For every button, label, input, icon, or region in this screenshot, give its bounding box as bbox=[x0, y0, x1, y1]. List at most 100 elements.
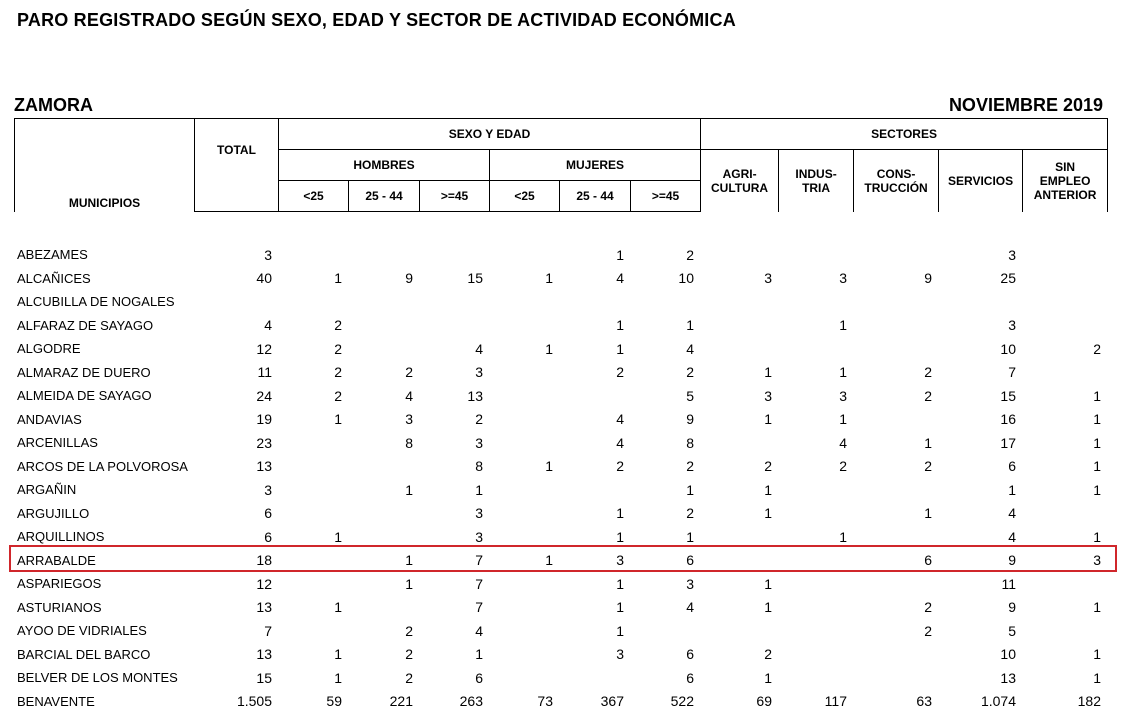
table-cell: 1 bbox=[475, 646, 483, 663]
table-cell bbox=[1022, 314, 1107, 338]
table-cell: 1 bbox=[1093, 481, 1101, 498]
table-cell: 59 bbox=[326, 693, 342, 710]
table-cell: 9 bbox=[1008, 552, 1016, 569]
table-cell: 4 bbox=[1008, 528, 1016, 545]
table-cell: 6 bbox=[264, 528, 272, 545]
table-cell: 2 bbox=[839, 458, 847, 475]
table-row: ALFARAZ DE SAYAGO 4 2 1 1 1 3 bbox=[14, 314, 1107, 338]
table-cell: 19 bbox=[256, 411, 272, 428]
table-cell: 4 bbox=[1008, 505, 1016, 522]
table-row: ASPARIEGOS 12 1 7 1 3 1 11 bbox=[14, 572, 1107, 596]
table-cell: 4 bbox=[839, 434, 847, 451]
table-cell: 4 bbox=[686, 599, 694, 616]
header-h-lt25: <25 bbox=[278, 180, 349, 212]
table-row: ALGODRE 12 2 4 1 1 4 10 2 bbox=[14, 337, 1107, 361]
table-cell: 4 bbox=[616, 411, 624, 428]
table-cell: 40 bbox=[256, 270, 272, 287]
table-cell: 63 bbox=[916, 693, 932, 710]
header-m-ge45: >=45 bbox=[629, 180, 702, 212]
table-cell: 1 bbox=[839, 411, 847, 428]
table-cell: 2 bbox=[334, 364, 342, 381]
table-cell: 1 bbox=[545, 340, 553, 357]
table-cell bbox=[489, 361, 559, 385]
municipio-name: ARQUILLINOS bbox=[17, 529, 105, 545]
table-cell: 3 bbox=[839, 270, 847, 287]
table-cell: 2 bbox=[764, 458, 772, 475]
table-cell: 15 bbox=[467, 270, 483, 287]
table-cell: 1 bbox=[764, 411, 772, 428]
table-cell: 1 bbox=[616, 528, 624, 545]
table-cell: 9 bbox=[686, 411, 694, 428]
table-cell: 1 bbox=[334, 599, 342, 616]
table-cell bbox=[278, 549, 348, 573]
table-cell bbox=[489, 596, 559, 620]
header-total: TOTAL bbox=[194, 118, 279, 181]
header-h-25-44: 25 - 44 bbox=[348, 180, 420, 212]
table-cell bbox=[938, 290, 1022, 314]
table-cell: 10 bbox=[1000, 340, 1016, 357]
municipio-name: ALCAÑICES bbox=[17, 270, 91, 286]
table-cell: 2 bbox=[334, 317, 342, 334]
table-row: ANDAVIAS 19 1 3 2 4 9 1 1 16 1 bbox=[14, 408, 1107, 432]
table-cell bbox=[853, 666, 938, 690]
table-cell bbox=[348, 525, 419, 549]
table-cell: 2 bbox=[334, 340, 342, 357]
table-cell: 1 bbox=[1093, 669, 1101, 686]
table-cell bbox=[778, 290, 853, 314]
table-cell: 2 bbox=[924, 622, 932, 639]
table-cell: 9 bbox=[924, 270, 932, 287]
table-cell: 1 bbox=[764, 669, 772, 686]
table-cell: 1 bbox=[334, 669, 342, 686]
table-cell: 7 bbox=[475, 552, 483, 569]
table-cell: 13 bbox=[256, 599, 272, 616]
header-industria: INDUS- TRIA bbox=[778, 149, 855, 212]
table-cell: 1 bbox=[764, 364, 772, 381]
header-servicios: SERVICIOS bbox=[938, 149, 1024, 212]
table-cell: 182 bbox=[1077, 693, 1101, 710]
table-cell: 117 bbox=[824, 693, 847, 710]
table-cell bbox=[419, 314, 489, 338]
table-cell bbox=[278, 455, 348, 479]
table-cell bbox=[778, 572, 853, 596]
table-cell: 12 bbox=[256, 575, 272, 592]
table-cell bbox=[853, 525, 938, 549]
table-row: ASTURIANOS 13 1 7 1 4 1 2 9 1 bbox=[14, 596, 1107, 620]
municipio-name: ALCUBILLA DE NOGALES bbox=[17, 294, 175, 310]
table-cell: 3 bbox=[475, 364, 483, 381]
table-cell bbox=[348, 596, 419, 620]
table-cell bbox=[778, 643, 853, 667]
table-cell: 2 bbox=[686, 458, 694, 475]
municipio-name: ANDAVIAS bbox=[17, 411, 82, 427]
table-cell: 8 bbox=[686, 434, 694, 451]
municipio-name: BENAVENTE bbox=[17, 693, 95, 709]
municipio-name: BARCIAL DEL BARCO bbox=[17, 646, 151, 662]
table-row: ARGAÑIN 3 1 1 1 1 1 1 bbox=[14, 478, 1107, 502]
table-cell: 1 bbox=[334, 528, 342, 545]
table-cell: 4 bbox=[475, 622, 483, 639]
municipio-name: ARRABALDE bbox=[17, 552, 96, 568]
table-cell: 8 bbox=[475, 458, 483, 475]
table-cell bbox=[489, 502, 559, 526]
table-cell bbox=[489, 572, 559, 596]
table-cell bbox=[1022, 243, 1107, 267]
table-cell bbox=[489, 290, 559, 314]
table-cell bbox=[1022, 502, 1107, 526]
table-cell bbox=[778, 619, 853, 643]
table-cell bbox=[1022, 361, 1107, 385]
table-cell bbox=[778, 502, 853, 526]
table-cell: 263 bbox=[459, 693, 483, 710]
municipio-name: ASPARIEGOS bbox=[17, 576, 102, 592]
municipio-name: ALMARAZ DE DUERO bbox=[17, 364, 151, 380]
table-cell: 3 bbox=[475, 505, 483, 522]
table-cell bbox=[348, 290, 419, 314]
table-cell bbox=[778, 549, 853, 573]
header-m-25-44: 25 - 44 bbox=[559, 180, 631, 212]
table-cell: 7 bbox=[475, 599, 483, 616]
table-cell: 1 bbox=[616, 505, 624, 522]
table-cell: 1 bbox=[334, 411, 342, 428]
table-cell bbox=[853, 478, 938, 502]
table-cell: 3 bbox=[1008, 246, 1016, 263]
table-cell: 1 bbox=[616, 575, 624, 592]
table-cell: 2 bbox=[405, 364, 413, 381]
period-label: NOVIEMBRE 2019 bbox=[948, 95, 1103, 115]
